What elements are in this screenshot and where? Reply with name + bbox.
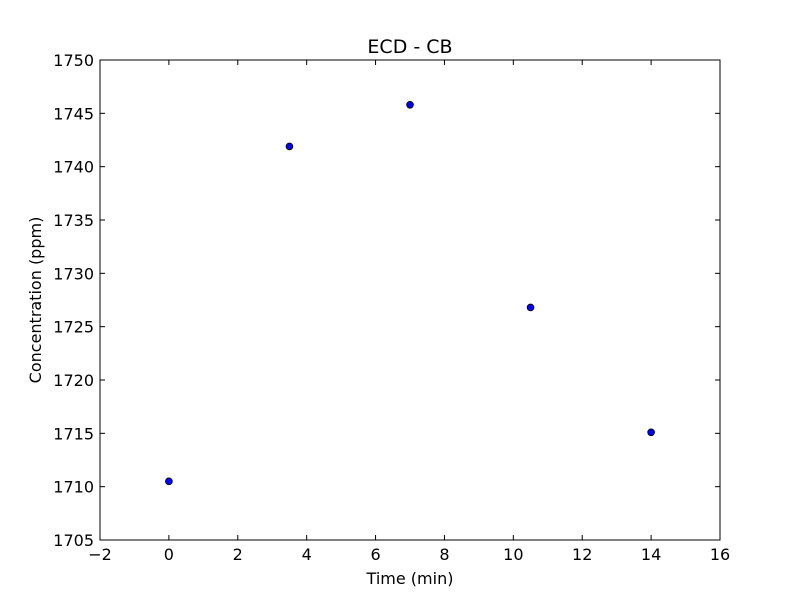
x-tick-label: 16 bbox=[710, 545, 730, 564]
x-tick-label: 6 bbox=[370, 545, 380, 564]
y-tick-label: 1730 bbox=[53, 264, 94, 283]
y-tick-label: 1750 bbox=[53, 51, 94, 70]
y-tick-label: 1720 bbox=[53, 371, 94, 390]
y-tick-labels: 1705 1710 1715 1720 1725 1730 1735 1740 1745 1750 bbox=[53, 51, 94, 550]
axis-ticks bbox=[99, 59, 721, 541]
x-tick-label: 4 bbox=[302, 545, 312, 564]
y-tick-label: 1705 bbox=[53, 531, 94, 550]
x-axis-title: Time (min) bbox=[366, 569, 454, 588]
x-tick-labels: −2 0 2 4 6 8 10 12 14 16 bbox=[88, 545, 730, 564]
scatter-point bbox=[285, 142, 294, 151]
x-tick-label: 10 bbox=[503, 545, 523, 564]
scatter-point bbox=[647, 428, 655, 437]
x-tick-label: 0 bbox=[164, 545, 174, 564]
plot-area bbox=[99, 59, 721, 541]
scatter-point bbox=[526, 303, 535, 312]
scatter-point bbox=[165, 477, 173, 486]
y-tick-label: 1725 bbox=[53, 318, 94, 337]
x-tick-label: 8 bbox=[439, 545, 449, 564]
y-tick-label: 1745 bbox=[53, 104, 94, 123]
y-axis-title: Concentration (ppm) bbox=[26, 217, 45, 384]
x-tick-label: −2 bbox=[88, 545, 112, 564]
x-tick-label: 2 bbox=[233, 545, 243, 564]
y-tick-label: 1740 bbox=[53, 158, 94, 177]
scatter-points bbox=[165, 101, 655, 486]
y-tick-label: 1710 bbox=[53, 478, 94, 497]
x-tick-label: 12 bbox=[572, 545, 592, 564]
y-tick-label: 1735 bbox=[53, 211, 94, 230]
y-tick-label: 1715 bbox=[53, 424, 94, 443]
scatter-point bbox=[406, 101, 414, 109]
chart-title: ECD - CB bbox=[367, 36, 452, 58]
x-tick-label: 14 bbox=[641, 545, 661, 564]
